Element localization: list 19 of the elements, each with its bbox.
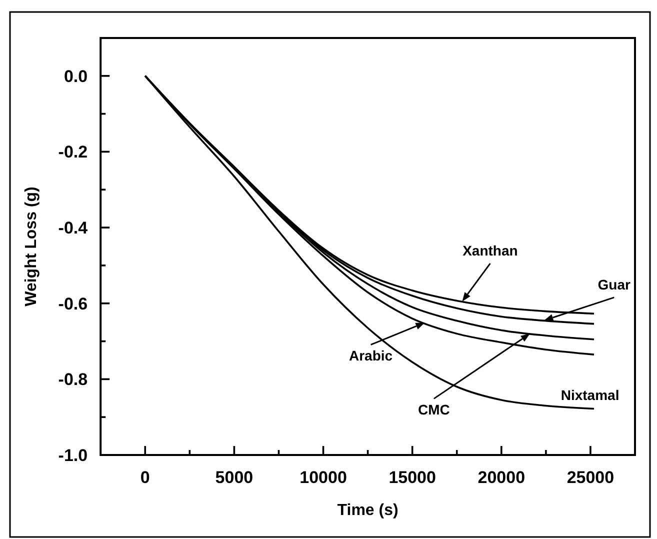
y-tick-label: -0.6 (58, 294, 88, 314)
y-tick-label: -0.2 (58, 142, 88, 162)
x-tick-label: 15000 (388, 468, 436, 487)
annotation: Xanthan (462, 242, 518, 258)
annotation: Nixtamal (560, 386, 620, 403)
annotation: Arabic (349, 348, 393, 364)
annotation: CMC (418, 402, 450, 418)
x-tick-label: 20000 (478, 468, 526, 487)
x-tick-label: 10000 (300, 468, 347, 487)
y-tick-label: -0.4 (58, 218, 88, 238)
x-tick-label: 5000 (215, 468, 254, 487)
y-tick-label: -0.8 (58, 370, 88, 390)
y-axis-title: Weight Loss (g) (23, 186, 40, 306)
x-tick-label: 25000 (566, 468, 614, 487)
annotation: Guar (598, 276, 632, 292)
y-tick-label: 0.0 (64, 66, 88, 86)
y-tick-label: -1.0 (58, 446, 88, 465)
x-tick-label: 0 (140, 468, 150, 487)
x-axis-title: Time (s) (337, 502, 398, 519)
